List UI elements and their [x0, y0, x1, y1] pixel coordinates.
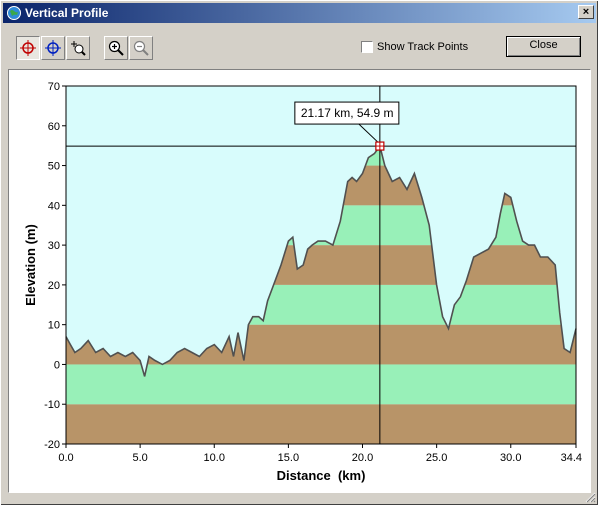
- elevation-band: [66, 364, 576, 405]
- y-tick-label: 30: [48, 240, 60, 252]
- x-tick-label: 10.0: [204, 452, 225, 464]
- x-tick-label: 0.0: [58, 452, 73, 464]
- cursor-callout-box: [294, 101, 400, 125]
- plot-frame: [65, 85, 577, 445]
- window-title: Vertical Profile: [25, 6, 109, 20]
- zoom-out-tool-button[interactable]: [129, 36, 153, 60]
- close-button[interactable]: Close: [506, 36, 581, 57]
- x-tick-label: 20.0: [352, 452, 373, 464]
- x-tick-label: 5.0: [132, 452, 147, 464]
- y-tick-label: 10: [48, 320, 60, 332]
- elevation-band: [66, 404, 576, 444]
- cursor-callout-label: 21.17 km, 54.9 m: [301, 106, 394, 120]
- zoom-in-tool-button[interactable]: [104, 36, 128, 60]
- zoom-in-icon: [108, 40, 124, 56]
- y-tick-label: 60: [48, 121, 60, 133]
- y-tick-label: 70: [48, 81, 60, 93]
- x-tick-label: 34.4: [561, 452, 582, 464]
- zoom-box-icon: [71, 41, 86, 56]
- y-tick-label: 40: [48, 200, 60, 212]
- move-tool-button[interactable]: [41, 36, 65, 60]
- x-tick-label: 15.0: [278, 452, 299, 464]
- red-crosshair-icon: [20, 40, 36, 56]
- x-axis-label: Distance (km): [277, 468, 366, 483]
- x-tick-label: 25.0: [426, 452, 447, 464]
- window-close-button[interactable]: ×: [578, 5, 594, 19]
- resize-grip-icon[interactable]: [584, 491, 596, 503]
- x-tick-label: 30.0: [500, 452, 521, 464]
- y-axis-ticks: 70 60 50 40 30 20 10 0 -10 -20: [44, 81, 66, 451]
- y-tick-label: 50: [48, 161, 60, 173]
- select-point-tool-button[interactable]: [16, 36, 40, 60]
- y-axis-label: Elevation (m): [23, 224, 38, 306]
- cursor-callout-leader: [358, 123, 380, 144]
- app-globe-icon: [7, 6, 21, 20]
- y-tick-label: 0: [54, 359, 60, 371]
- plot-panel: 21.17 km, 54.9 m 70 60 50 40 30 20 10 0 -10 -20 0…: [8, 69, 591, 493]
- elevation-profile-chart[interactable]: 21.17 km, 54.9 m 70 60 50 40 30 20 10 0 -10 -20 0…: [9, 70, 590, 492]
- y-tick-label: -10: [44, 399, 60, 411]
- show-track-points-label[interactable]: Show Track Points: [377, 41, 469, 53]
- cursor-point-marker: [375, 141, 385, 151]
- show-track-points-checkbox[interactable]: [361, 41, 373, 53]
- elevation-profile-line: [65, 144, 577, 377]
- y-tick-label: -20: [44, 439, 60, 451]
- zoom-box-tool-button[interactable]: [66, 36, 90, 60]
- zoom-out-icon: [133, 40, 149, 56]
- y-tick-label: 20: [48, 280, 60, 292]
- blue-crosshair-icon: [45, 40, 61, 56]
- x-axis-ticks: 0.0 5.0 10.0 15.0 20.0 25.0 30.0 34.4: [58, 444, 582, 464]
- title-bar[interactable]: Vertical Profile ×: [3, 3, 596, 23]
